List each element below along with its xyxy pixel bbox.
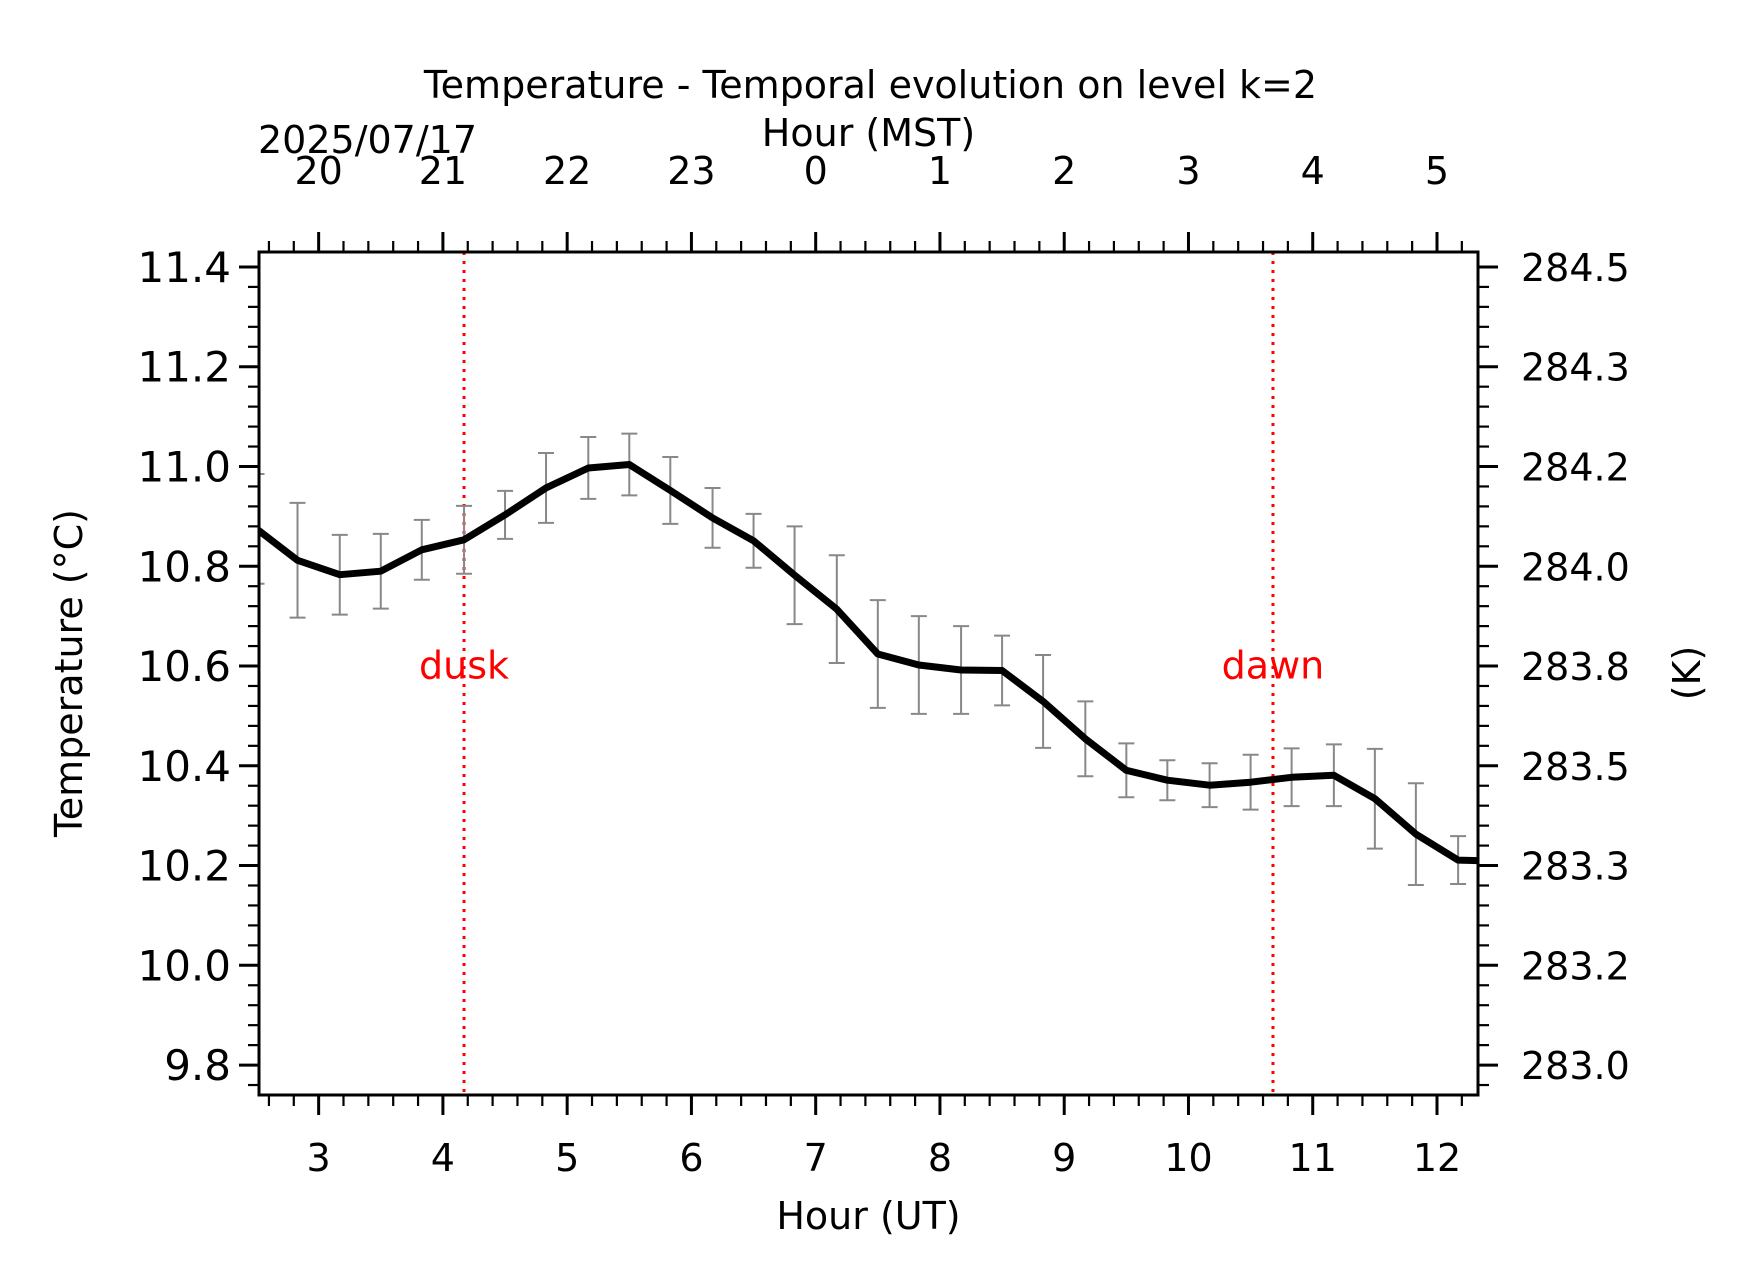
y-tick-label: 11.2 <box>137 343 231 392</box>
x-tick-label: 6 <box>679 1136 703 1180</box>
temperature-line <box>259 461 1478 865</box>
x-tick-label: 4 <box>431 1136 455 1180</box>
y-axis-right-title: (K) <box>1665 646 1709 701</box>
y-tick-label: 9.8 <box>164 1041 231 1090</box>
x-tick-label: 8 <box>928 1136 952 1180</box>
x-tick-label: 3 <box>307 1136 331 1180</box>
x-top-tick-label: 3 <box>1176 149 1200 193</box>
x-tick-label: 11 <box>1289 1136 1337 1180</box>
x-top-tick-label: 21 <box>419 149 467 193</box>
y-right-tick-label: 284.5 <box>1521 246 1630 290</box>
x-top-tick-label: 5 <box>1425 149 1449 193</box>
chart-title: Temperature - Temporal evolution on leve… <box>423 63 1317 107</box>
y-tick-label: 10.4 <box>137 742 231 791</box>
y-right-tick-label: 284.2 <box>1521 445 1630 489</box>
y-tick-label: 11.4 <box>137 243 231 292</box>
y-tick-label: 10.0 <box>137 941 231 990</box>
data-layer <box>259 252 1478 1095</box>
y-right-tick-label: 284.0 <box>1521 545 1630 589</box>
x-axis-top-title: Hour (MST) <box>762 111 975 155</box>
plot-frame <box>257 250 1480 1097</box>
x-top-tick-label: 20 <box>294 149 342 193</box>
x-tick-label: 12 <box>1413 1136 1461 1180</box>
y-right-tick-label: 283.0 <box>1521 1044 1630 1088</box>
x-top-tick-label: 4 <box>1301 149 1325 193</box>
y-right-tick-label: 284.3 <box>1521 346 1630 390</box>
dusk-label: dusk <box>419 643 509 687</box>
x-axis-title: Hour (UT) <box>776 1194 960 1238</box>
x-tick-label: 10 <box>1164 1136 1212 1180</box>
x-tick-label: 9 <box>1052 1136 1076 1180</box>
y-axis-title: Temperature (°C) <box>47 509 91 838</box>
dawn-label: dawn <box>1222 643 1325 687</box>
x-top-tick-label: 0 <box>804 149 828 193</box>
y-tick-label: 10.6 <box>137 642 231 691</box>
y-tick-label: 10.8 <box>137 542 231 591</box>
y-right-tick-label: 283.8 <box>1521 645 1630 689</box>
y-right-tick-label: 283.5 <box>1521 745 1630 789</box>
x-tick-label: 7 <box>804 1136 828 1180</box>
y-tick-label: 10.2 <box>137 842 231 891</box>
date-label: 2025/07/17 <box>258 118 477 162</box>
y-right-tick-label: 283.2 <box>1521 944 1630 988</box>
x-top-tick-label: 22 <box>543 149 591 193</box>
y-tick-label: 11.0 <box>137 442 231 491</box>
x-tick-label: 5 <box>555 1136 579 1180</box>
x-top-tick-label: 1 <box>928 149 952 193</box>
x-top-tick-label: 23 <box>667 149 715 193</box>
y-right-tick-label: 283.3 <box>1521 845 1630 889</box>
x-top-tick-label: 2 <box>1052 149 1076 193</box>
